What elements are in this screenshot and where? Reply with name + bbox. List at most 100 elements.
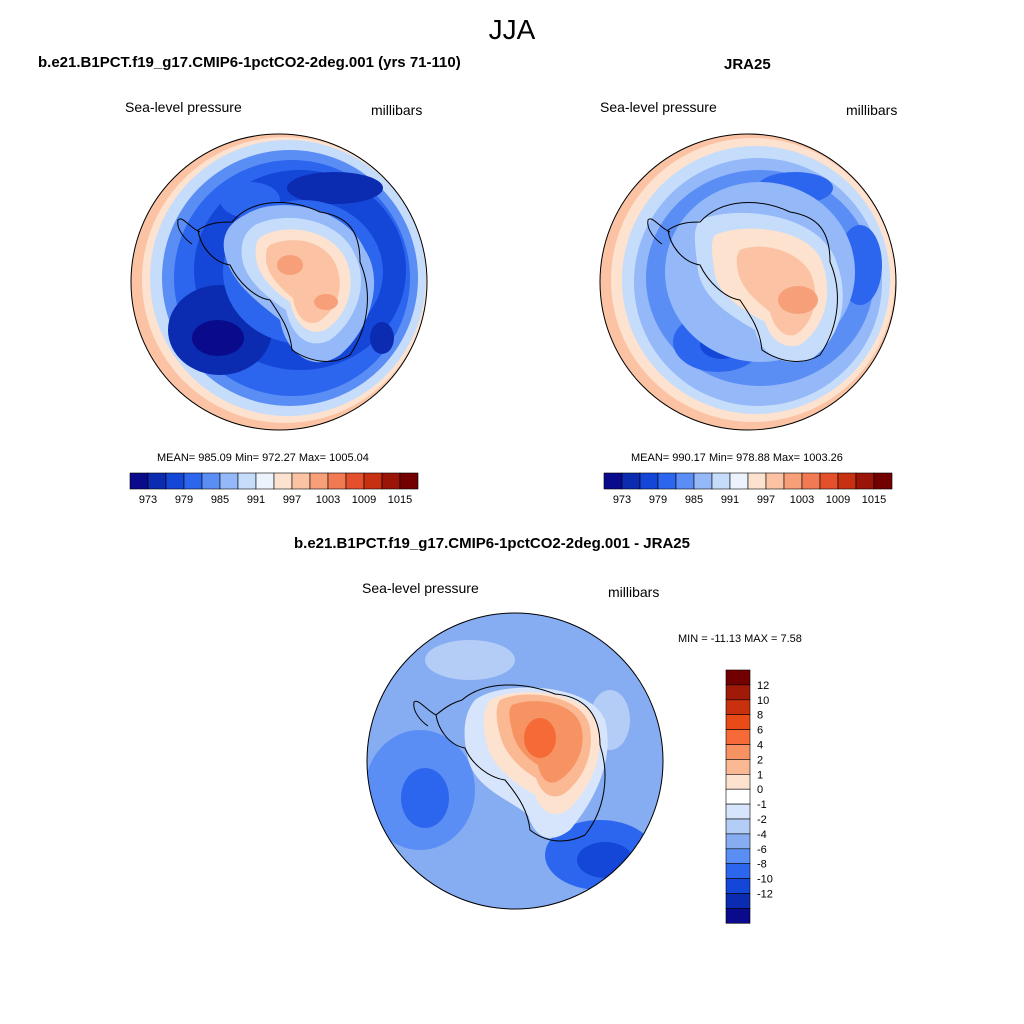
panel-1-colorbar-tick-label: 1003	[316, 494, 340, 506]
panel-2-colorbar-swatch	[765, 472, 785, 490]
panel-3-colorbar-swatch	[725, 908, 751, 924]
panel-1-colorbar-swatch	[219, 472, 239, 490]
panel-1-variable-label: Sea-level pressure	[125, 99, 242, 115]
panel-2-colorbar-tick-label: 1009	[826, 494, 850, 506]
panel-2-colorbar-tick-label: 997	[757, 494, 775, 506]
panel-3-colorbar-swatch	[725, 863, 751, 879]
panel-3-colorbar-swatch	[725, 788, 751, 805]
panel-2-colorbar-swatch	[657, 472, 677, 490]
panel-2-stats: MEAN= 990.17 Min= 978.88 Max= 1003.26	[631, 452, 843, 464]
panel-2-colorbar-swatch	[711, 472, 731, 490]
panel-1-colorbar-tick-label: 979	[175, 494, 193, 506]
panel-2-colorbar-tick-label: 991	[721, 494, 739, 506]
panel-1-stats: MEAN= 985.09 Min= 972.27 Max= 1005.04	[157, 452, 369, 464]
panel-1-colorbar-swatch	[327, 472, 347, 490]
panel-2-colorbar-swatch	[675, 472, 695, 490]
panel-2-variable-label: Sea-level pressure	[600, 99, 717, 115]
panel-2-colorbar-tick-label: 1003	[790, 494, 814, 506]
panel-2-colorbar-swatch	[729, 472, 749, 490]
panel-1-colorbar-swatch	[237, 472, 257, 490]
panel-3-colorbar-tick-label: -4	[757, 829, 767, 841]
page-title: JJA	[488, 14, 536, 45]
panel-3-colorbar-swatch	[725, 833, 751, 850]
panel-3-colorbar-tick-label: -2	[757, 814, 767, 826]
panel-2-colorbar-swatch	[639, 472, 659, 490]
panel-2-colorbar-tick-label: 973	[613, 494, 631, 506]
panel-2-colorbar-swatch	[819, 472, 839, 490]
panel-3-colorbar-swatch	[725, 803, 751, 820]
panel-3-colorbar-tick-label: -1	[757, 799, 767, 811]
panel-2-colorbar-swatch	[873, 472, 893, 490]
panel-3-colorbar-swatch	[725, 669, 751, 686]
panel-1-map-border	[130, 133, 428, 431]
panel-1-colorbar-swatch	[183, 472, 203, 490]
panel-2-colorbar: 973 979 985 991 997 1003 1009 1015	[603, 472, 893, 506]
panel-1-colorbar-swatch	[273, 472, 293, 490]
panel-1-colorbar-tick-label: 1015	[388, 494, 412, 506]
panel-1-colorbar-swatch	[399, 472, 419, 490]
panel-2-map-border	[599, 133, 897, 431]
panel-1-colorbar-tick-label: 997	[283, 494, 301, 506]
panel-1-colorbar-tick-label: 991	[247, 494, 265, 506]
panel-2-colorbar-swatch	[837, 472, 857, 490]
panel-3-colorbar-tick-label: -6	[757, 844, 767, 856]
panel-2-colorbar-swatch	[621, 472, 641, 490]
panel-3-colorbar-tick-label: 2	[757, 754, 763, 766]
panel-1-colorbar-swatch	[201, 472, 221, 490]
panel-3-colorbar-tick-label: 4	[757, 740, 763, 752]
panel-1-title: b.e21.B1PCT.f19_g17.CMIP6-1pctCO2-2deg.0…	[38, 54, 461, 71]
panel-3-colorbar-swatch	[725, 818, 751, 835]
panel-3-colorbar-tick-label: 0	[757, 784, 763, 796]
panel-1-colorbar-tick-label: 985	[211, 494, 229, 506]
panel-3-colorbar-tick-label: 6	[757, 725, 763, 737]
panel-3-colorbar-tick-label: 12	[757, 680, 769, 692]
panel-1-colorbar-swatch	[345, 472, 365, 490]
panel-1-colorbar-swatch	[291, 472, 311, 490]
panel-1-map	[131, 134, 427, 430]
panel-3-colorbar-swatch	[725, 699, 751, 715]
panel-3-stats: MIN = -11.13 MAX = 7.58	[678, 633, 802, 645]
panel-2-colorbar-swatch	[747, 472, 767, 490]
panel-1-colorbar-swatch	[309, 472, 329, 490]
panel-1-colorbar-tick-label: 973	[139, 494, 157, 506]
panel-3-colorbar-swatch	[725, 893, 751, 909]
panel-3-colorbar-swatch	[725, 759, 751, 775]
panel-2-units-label: millibars	[846, 102, 898, 118]
panel-3-colorbar-tick-label: 10	[757, 695, 769, 707]
panel-2-title: JRA25	[724, 56, 771, 73]
panel-2-colorbar-tick-label: 979	[649, 494, 667, 506]
panel-1-colorbar: 973 979 985 991 997 1003 1009 1015	[129, 472, 419, 506]
panel-3-colorbar-swatch	[725, 714, 751, 730]
panel-3-colorbar-swatch	[725, 878, 751, 894]
panel-1-colorbar-swatch	[255, 472, 275, 490]
panel-3-colorbar-swatch	[725, 773, 751, 790]
panel-3-colorbar-tick-label: -8	[757, 859, 767, 871]
panel-3-colorbar-tick-label: -12	[757, 889, 773, 901]
panel-1-colorbar-swatch	[381, 472, 401, 490]
panel-1-colorbar-swatch	[147, 472, 167, 490]
panel-2-colorbar-swatch	[801, 472, 821, 490]
panel-2-colorbar-swatch	[855, 472, 875, 490]
panel-3-colorbar-tick-label: 8	[757, 710, 763, 722]
panel-3-variable-label: Sea-level pressure	[362, 580, 479, 596]
panel-3-colorbar-swatch	[725, 744, 751, 760]
panel-3-colorbar-swatch	[725, 848, 751, 864]
panel-3-colorbar-tick-label: 1	[757, 769, 763, 781]
panel-2-map	[600, 134, 896, 430]
panel-1-units-label: millibars	[371, 102, 423, 118]
panel-3-map	[367, 613, 663, 909]
panel-3-title: b.e21.B1PCT.f19_g17.CMIP6-1pctCO2-2deg.0…	[294, 535, 690, 552]
panel-2-colorbar-swatch	[603, 472, 623, 490]
panel-2-colorbar-swatch	[693, 472, 713, 490]
panel-3-units-label: millibars	[608, 584, 660, 600]
panel-2-colorbar-swatch	[783, 472, 803, 490]
panel-1-colorbar-swatch	[165, 472, 185, 490]
panel-3-map-border	[366, 612, 664, 910]
panel-1-colorbar-swatch	[363, 472, 383, 490]
panel-2-colorbar-tick-label: 1015	[862, 494, 886, 506]
panel-2-colorbar-tick-label: 985	[685, 494, 703, 506]
panel-1-colorbar-swatch	[129, 472, 149, 490]
panel-1-colorbar-tick-label: 1009	[352, 494, 376, 506]
